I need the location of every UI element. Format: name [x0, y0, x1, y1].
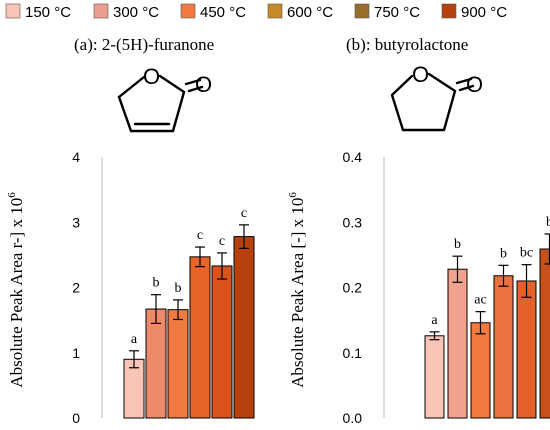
y-tick-label: 0.4 [343, 149, 363, 165]
legend-swatch [93, 3, 109, 19]
panel-a-title: (a): 2-(5H)-furanone [74, 35, 214, 54]
legend-label: 450 °C [200, 4, 246, 21]
bar [211, 265, 233, 419]
bar [539, 248, 550, 419]
bar [493, 275, 514, 419]
legend-label: 750 °C [374, 4, 420, 21]
bar [516, 280, 537, 419]
legend-swatch [5, 3, 21, 19]
legend-label: 900 °C [461, 4, 507, 21]
y-tick-label: 2 [72, 280, 80, 296]
chart-panel-b: Absolute Peak Area [-] x 106 0.00.10.20.… [287, 149, 550, 426]
bar [189, 256, 211, 419]
panel-b-y-axis: 0.0 0.1 0.2 0.3 0.4 [343, 149, 385, 426]
panel-b-y-axis-label: Absolute Peak Area [-] x 106 [287, 192, 307, 388]
y-tick-label: 1 [72, 345, 80, 361]
furanone-structure-drawing: O O [117, 64, 212, 133]
significance-label: b [153, 276, 160, 291]
legend-swatch [180, 3, 196, 19]
y-tick-label: 3 [72, 214, 80, 230]
significance-label: c [241, 206, 247, 221]
y-tick-label: 0.3 [343, 214, 363, 230]
bar [167, 309, 189, 419]
bar [233, 236, 255, 419]
y-tick-label: 0 [72, 410, 80, 426]
significance-label: ac [474, 293, 486, 308]
panel-a-y-axis: 0 1 2 3 4 [72, 149, 103, 426]
panel-a-y-axis-label: Absolute Peak Area r-] x 106 [6, 192, 26, 388]
significance-label: c [197, 228, 203, 243]
svg-text:O: O [412, 62, 429, 87]
panel-a-y-axis-label-exponent: 6 [6, 192, 18, 198]
panel-b-title: (b): butyrolactone [346, 35, 468, 54]
svg-text:O: O [466, 72, 483, 97]
legend-swatch [354, 3, 370, 19]
legend-label: 300 °C [113, 4, 159, 21]
significance-label: b [546, 215, 550, 230]
panel-b-y-axis-label-exponent: 6 [287, 192, 299, 198]
y-tick-label: 0.1 [343, 345, 363, 361]
legend-label: 150 °C [25, 4, 71, 21]
legend: 150 °C 300 °C 450 °C 600 °C 750 °C 900 °C [5, 3, 507, 21]
significance-label: bc [520, 246, 533, 261]
significance-label: b [175, 281, 182, 296]
butyrolactone-structure-drawing: O O [390, 62, 483, 132]
y-tick-label: 0.2 [343, 280, 363, 296]
significance-label: c [219, 234, 225, 249]
significance-label: b [500, 246, 507, 261]
panel-a-bars: a b b c c c [123, 206, 255, 419]
legend-swatch [441, 3, 457, 19]
bar [447, 268, 468, 419]
svg-text:O: O [195, 72, 212, 97]
y-tick-label: 0.0 [343, 410, 363, 426]
svg-text:O: O [143, 64, 160, 89]
bar [470, 322, 491, 419]
legend-swatch [267, 3, 283, 19]
legend-label: 600 °C [287, 4, 333, 21]
bar [145, 308, 167, 419]
significance-label: a [431, 313, 438, 328]
significance-label: b [454, 237, 461, 252]
bar [424, 335, 445, 419]
significance-label: a [131, 332, 138, 347]
chart-panel-a: Absolute Peak Area r-] x 106 0 1 2 3 4 a b b c c… [6, 149, 255, 426]
y-tick-label: 4 [72, 149, 80, 165]
